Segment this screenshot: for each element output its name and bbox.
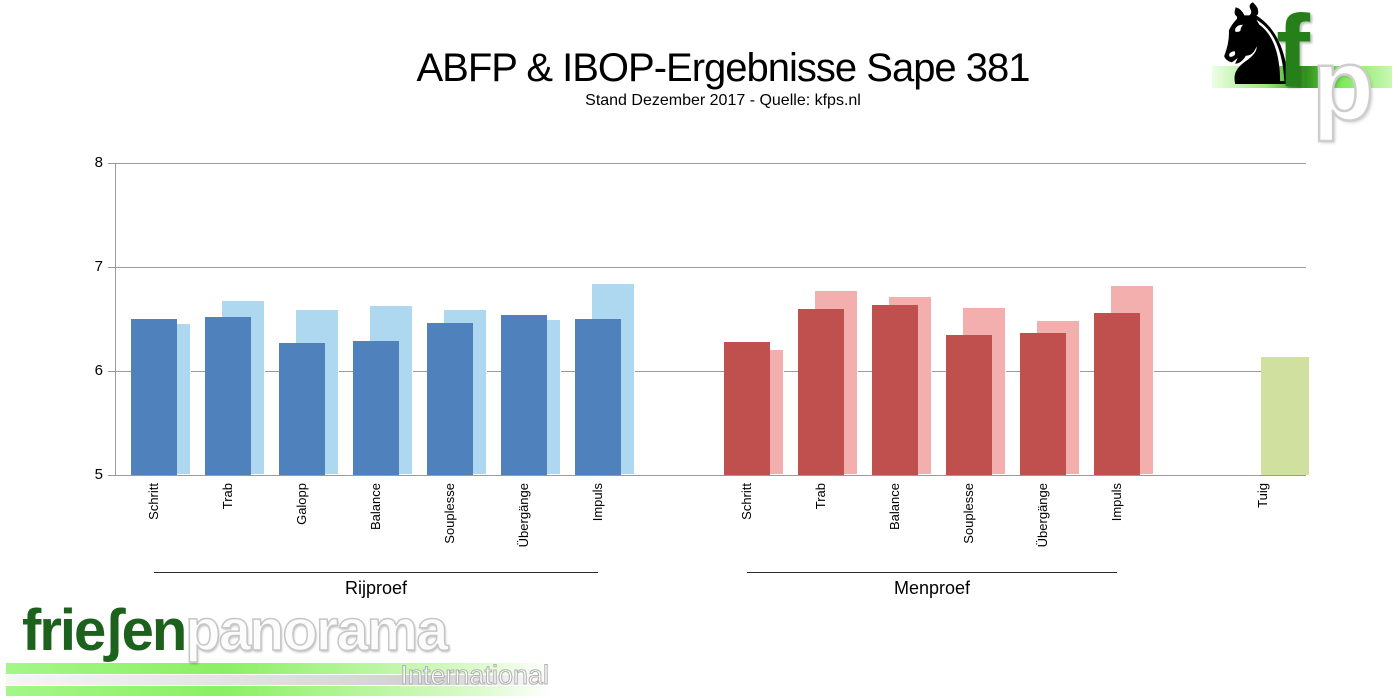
gridline (115, 371, 1306, 372)
x-axis-label: Souplesse (442, 483, 457, 544)
logo-letter-f: f (1276, 0, 1310, 108)
logo-wordmark-text: frieʃenpanorama (22, 601, 449, 661)
y-axis-tick-label: 5 (94, 466, 103, 483)
bar-front-dark (501, 314, 547, 475)
bar-front-dark (946, 334, 992, 475)
x-axis-label: Trab (220, 483, 235, 510)
logo-green-band (1212, 66, 1392, 88)
bar-front-dark (872, 305, 918, 475)
group-label: Rijproef (344, 578, 408, 598)
bar-front-dark (131, 319, 177, 475)
x-axis-label: Übergänge (1035, 483, 1050, 548)
y-axis-tick-label: 7 (94, 258, 103, 275)
x-axis-label: Galopp (294, 483, 309, 525)
friesenpanorama-wordmark: frieʃenpanorama International (6, 601, 566, 700)
gridline (115, 475, 1306, 476)
horse-icon: ♞ (1206, 0, 1307, 108)
gridline (115, 163, 1306, 164)
bar-front-dark (279, 342, 325, 475)
group-underline (747, 572, 1117, 573)
group-underline (154, 572, 598, 573)
bar-front-dark (575, 319, 621, 475)
x-axis-label: Impuls (1109, 483, 1124, 522)
y-axis-tick-label: 6 (94, 362, 103, 379)
chart-title: ABFP & IBOP-Ergebnisse Sape 381 (416, 46, 1030, 90)
bar-single-green (1261, 357, 1309, 475)
x-axis-label: Übergänge (516, 483, 531, 548)
y-axis-tick (108, 475, 115, 476)
x-axis-label: Schritt (739, 483, 754, 520)
bar-front-dark (1094, 312, 1140, 475)
logo-stripe-gray (6, 675, 551, 685)
y-axis-line (115, 163, 116, 475)
x-axis-label: Trab (813, 483, 828, 510)
gridline (115, 267, 1306, 268)
x-axis-label: Schritt (146, 483, 161, 520)
bar-front-dark (1020, 332, 1066, 475)
logo-word-international: International (400, 660, 550, 690)
bar-front-dark (724, 341, 770, 475)
group-label: Menproef (893, 578, 971, 598)
logo-letter-p: p (1311, 28, 1376, 142)
logo-stripe-green-bottom (6, 686, 551, 696)
logo-word-panorama: panorama (185, 598, 450, 663)
friesenpanorama-fp-logo: p ♞ f (1206, 0, 1392, 137)
y-axis-tick-label: 8 (94, 154, 103, 171)
x-axis-label: Impuls (590, 483, 605, 522)
bar-front-dark (353, 340, 399, 475)
y-axis-tick (108, 371, 115, 372)
x-axis-label: Tuig (1255, 483, 1270, 508)
logo-stripe-green-top (6, 663, 551, 674)
chart-subtitle: Stand Dezember 2017 - Quelle: kfps.nl (585, 92, 861, 109)
y-axis-tick (108, 163, 115, 164)
bar-front-dark (798, 308, 844, 475)
bar-front-dark (427, 323, 473, 475)
bar-front-dark (205, 316, 251, 475)
logo-word-friesen: frieʃen (22, 598, 187, 663)
y-axis-tick (108, 267, 115, 268)
